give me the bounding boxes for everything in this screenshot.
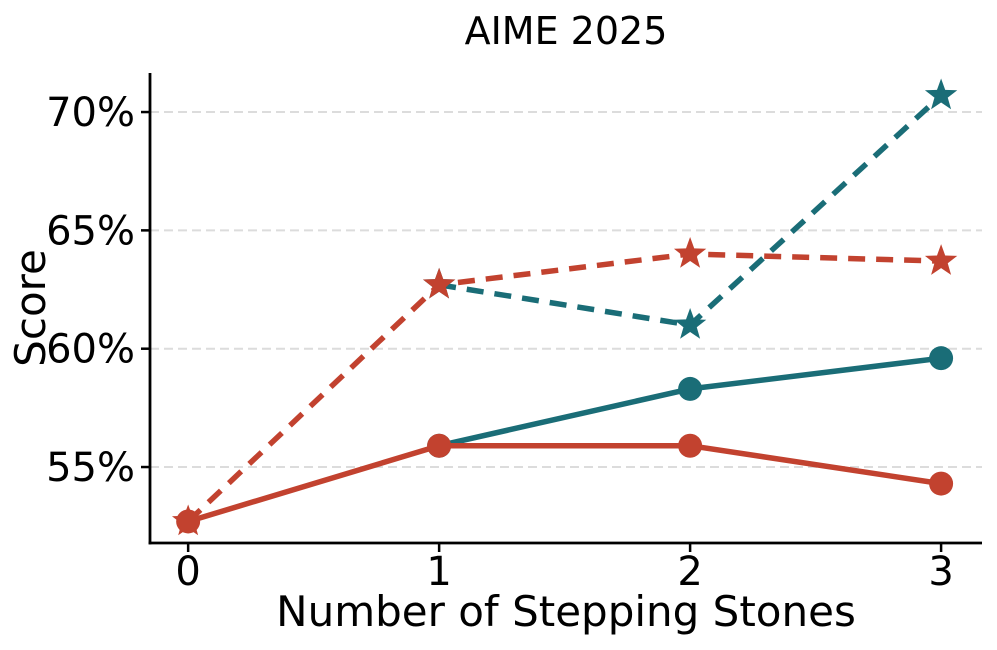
series-line-red-solid-circles: [187, 442, 942, 525]
series-line-red-dashed-stars: [186, 251, 942, 524]
marker-star-red-dashed-stars: [171, 504, 205, 536]
x-tick-label: 3: [928, 549, 953, 595]
chart-plot-area: 55% 60% 65% 70% 0 1 2 3: [46, 73, 982, 595]
marker-circle-red-solid-circles: [929, 471, 954, 496]
marker-circle-teal-solid-circles: [929, 346, 954, 371]
y-tick-label: 70%: [46, 90, 135, 136]
marker-star-red-dashed-stars: [422, 267, 456, 299]
chart-title: AIME 2025: [465, 9, 668, 53]
y-tick-label: 65%: [46, 208, 135, 254]
marker-circle-red-solid-circles: [678, 433, 703, 458]
x-tick-label: 0: [175, 549, 200, 595]
series-line-teal-dashed-stars: [438, 93, 943, 328]
x-tick-label: 2: [677, 549, 702, 595]
x-tick-label: 1: [426, 549, 451, 595]
marker-star-teal-dashed-stars: [673, 308, 707, 339]
marker-star-red-dashed-stars: [673, 237, 707, 268]
marker-star-red-dashed-stars: [924, 244, 958, 275]
marker-circle-teal-solid-circles: [678, 376, 703, 401]
y-axis-label: Score: [6, 249, 55, 367]
y-tick-label: 60%: [46, 327, 135, 373]
marker-circle-red-solid-circles: [427, 433, 452, 458]
marker-star-teal-dashed-stars: [924, 78, 958, 110]
x-axis-label: Number of Stepping Stones: [276, 587, 856, 636]
y-tick-label: 55%: [46, 445, 135, 491]
series-line-teal-solid-circles: [438, 355, 942, 449]
